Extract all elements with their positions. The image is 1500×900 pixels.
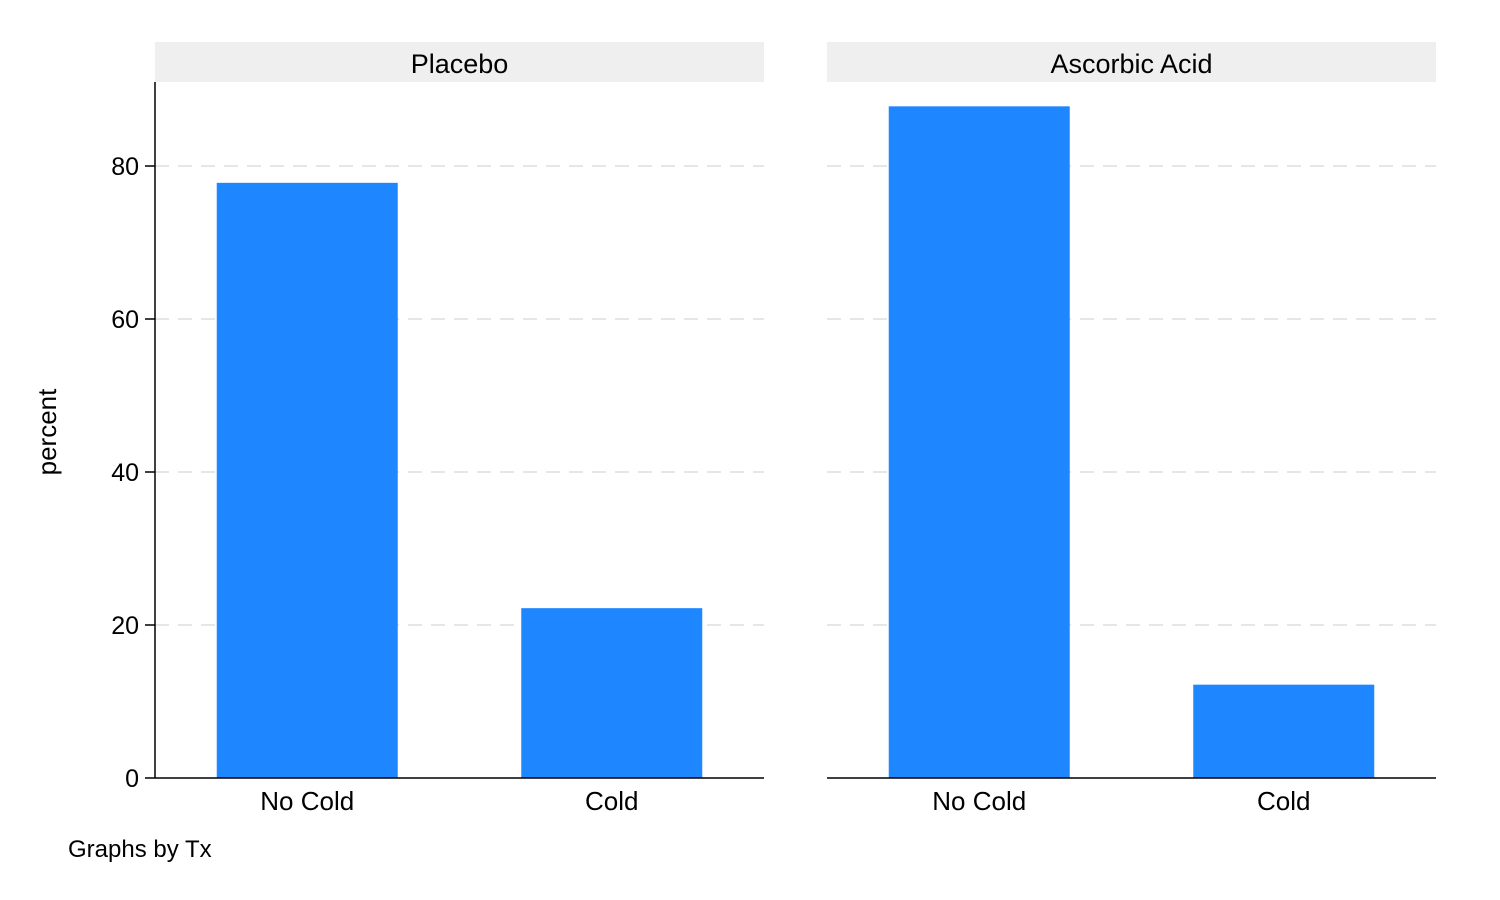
panel-title: Placebo [411,49,509,79]
graphs-by-note: Graphs by Tx [68,836,212,863]
y-tick-label: 60 [111,306,139,334]
panel-title: Ascorbic Acid [1050,49,1212,79]
panel-1: Ascorbic Acid No Cold Cold [827,42,1436,816]
bar [888,106,1070,778]
y-tick-label: 40 [111,459,139,487]
x-tick-label: Cold [1257,786,1310,816]
panel-title-strip [155,42,764,82]
panels-group: Placebo No Cold Cold Ascorbic Acid No Cold Co… [111,42,1436,816]
bar [1193,684,1375,778]
y-tick-label: 80 [111,153,139,181]
x-tick-label: Cold [585,786,638,816]
bar [521,608,703,778]
x-tick-label: No Cold [932,786,1026,816]
x-tick-label: No Cold [260,786,354,816]
y-tick-label: 0 [125,765,139,793]
y-tick-label: 20 [111,612,139,640]
panel-title-strip [827,42,1436,82]
panel-0: Placebo No Cold Cold [155,42,764,816]
y-axis-label: percent [32,388,62,475]
bar [216,182,398,778]
